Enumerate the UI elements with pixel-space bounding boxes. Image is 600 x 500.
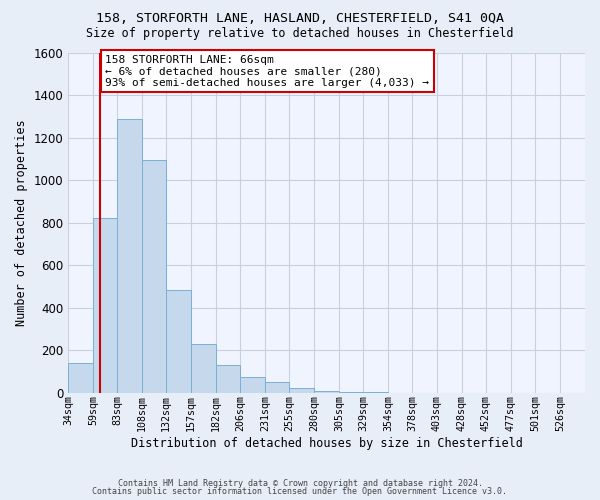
Bar: [117, 120, 142, 392]
Bar: [142, 160, 166, 392]
Bar: [93, 218, 117, 392]
Text: Contains HM Land Registry data © Crown copyright and database right 2024.: Contains HM Land Registry data © Crown c…: [118, 478, 482, 488]
Bar: [289, 388, 314, 392]
Y-axis label: Number of detached properties: Number of detached properties: [15, 120, 28, 326]
Bar: [191, 344, 216, 393]
Text: 158, STORFORTH LANE, HASLAND, CHESTERFIELD, S41 0QA: 158, STORFORTH LANE, HASLAND, CHESTERFIE…: [96, 12, 504, 26]
X-axis label: Distribution of detached houses by size in Chesterfield: Distribution of detached houses by size …: [131, 437, 523, 450]
Text: 158 STORFORTH LANE: 66sqm
← 6% of detached houses are smaller (280)
93% of semi-: 158 STORFORTH LANE: 66sqm ← 6% of detach…: [105, 54, 429, 88]
Text: Size of property relative to detached houses in Chesterfield: Size of property relative to detached ho…: [86, 28, 514, 40]
Bar: [68, 363, 93, 392]
Bar: [240, 376, 265, 392]
Bar: [166, 290, 191, 393]
Text: Contains public sector information licensed under the Open Government Licence v3: Contains public sector information licen…: [92, 487, 508, 496]
Bar: [265, 382, 289, 392]
Bar: [216, 365, 240, 392]
Bar: [314, 390, 339, 392]
